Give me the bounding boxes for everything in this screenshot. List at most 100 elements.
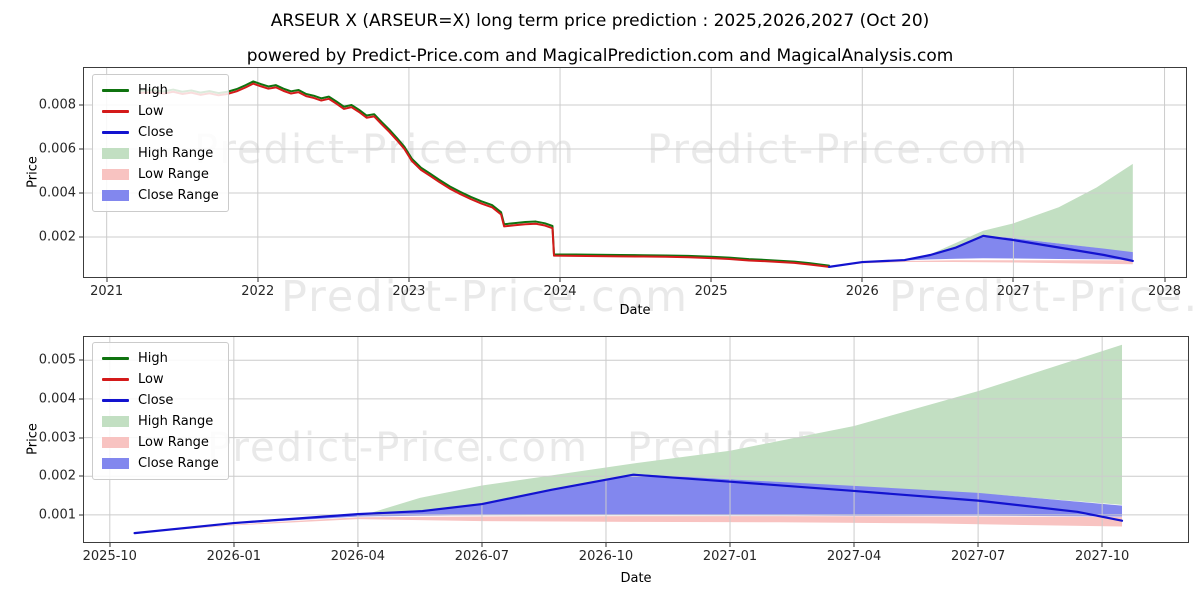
top-plot-area — [84, 68, 1186, 277]
x-tick-mark — [233, 543, 235, 547]
legend-fill-swatch — [102, 458, 129, 469]
y-tick-label: 0.003 — [38, 430, 76, 446]
legend-label: High — [138, 351, 168, 366]
x-tick-mark — [605, 543, 607, 547]
legend-label: Low Range — [138, 435, 209, 450]
x-tick-mark — [861, 278, 863, 282]
x-tick-mark — [1101, 543, 1103, 547]
x-tick-label: 2023 — [392, 284, 426, 299]
x-tick-mark — [1012, 278, 1014, 282]
legend-item-high: High — [102, 80, 219, 101]
y-tick-mark — [79, 104, 83, 106]
x-tick-mark — [977, 543, 979, 547]
close-line — [133, 473, 1124, 535]
legend-label: High Range — [138, 146, 214, 161]
x-tick-label: 2024 — [543, 284, 577, 299]
legend-fill-swatch — [102, 416, 129, 427]
chart-subtitle: powered by Predict-Price.com and Magical… — [246, 46, 954, 66]
legend-label: Low — [138, 372, 164, 387]
legend-item-close-range: Close Range — [102, 453, 219, 474]
legend-label: Close Range — [138, 188, 219, 203]
legend-item-close: Close — [102, 122, 219, 143]
legend-label: Low Range — [138, 167, 209, 182]
y-tick-mark — [79, 475, 83, 477]
legend-item-high-range: High Range — [102, 143, 219, 164]
legend-line-swatch — [102, 89, 129, 92]
chart-title: ARSEUR X (ARSEUR=X) long term price pred… — [270, 11, 930, 31]
legend-label: Close — [138, 393, 174, 408]
x-tick-label: 2027-04 — [826, 549, 882, 564]
close-range-fill — [134, 473, 1123, 534]
y-tick-label: 0.004 — [38, 391, 76, 407]
x-tick-mark — [1164, 278, 1166, 282]
legend-line-swatch — [102, 399, 129, 402]
x-tick-mark — [559, 278, 561, 282]
x-tick-label: 2026-01 — [206, 549, 262, 564]
y-tick-mark — [79, 514, 83, 516]
legend-item-high: High — [102, 348, 219, 369]
y-tick-mark — [79, 359, 83, 361]
legend-line-swatch — [102, 131, 129, 134]
x-tick-label: 2022 — [241, 284, 275, 299]
price-history-chart: High Low Close High Range Low Range Close Ran… — [39, 67, 1187, 299]
legend-fill-swatch — [102, 169, 129, 180]
x-tick-mark — [408, 278, 410, 282]
top-xlabel: Date — [619, 303, 651, 318]
price-prediction-chart: High Low Close High Range Low Range Close Ran… — [39, 336, 1189, 564]
close-range-fill — [829, 235, 1133, 267]
low-range-fill — [829, 260, 1133, 268]
legend-item-low: Low — [102, 101, 219, 122]
x-tick-label: 2027 — [996, 284, 1030, 299]
x-tick-mark — [357, 543, 359, 547]
legend-line-swatch — [102, 378, 129, 381]
high-range-fill — [925, 163, 1133, 258]
legend-label: Low — [138, 104, 164, 119]
y-tick-label: 0.001 — [38, 507, 76, 523]
legend-label: High — [138, 83, 168, 98]
x-tick-mark — [481, 543, 483, 547]
close-line — [827, 234, 1134, 268]
low-range-fill — [134, 516, 1123, 534]
y-tick-mark — [79, 437, 83, 439]
x-tick-label: 2028 — [1147, 284, 1182, 299]
bottom-legend: High Low Close High Range Low Range Close Ran… — [92, 342, 229, 480]
y-tick-mark — [79, 192, 83, 194]
legend-item-high-range: High Range — [102, 411, 219, 432]
x-tick-label: 2027-10 — [1074, 549, 1130, 564]
legend-line-swatch — [102, 357, 129, 360]
x-tick-label: 2025-10 — [82, 549, 137, 564]
x-tick-mark — [710, 278, 712, 282]
legend-fill-swatch — [102, 437, 129, 448]
low-line — [138, 82, 831, 268]
legend-item-low-range: Low Range — [102, 164, 219, 185]
bottom-ylabel: Price — [25, 423, 41, 455]
y-tick-mark — [79, 398, 83, 400]
x-tick-label: 2026-10 — [578, 549, 634, 564]
x-tick-label: 2026 — [845, 284, 879, 299]
x-tick-label: 2027-07 — [950, 549, 1006, 564]
high-range-fill — [367, 344, 1123, 515]
x-tick-label: 2025 — [694, 284, 728, 299]
legend-item-low-range: Low Range — [102, 432, 219, 453]
x-tick-mark — [257, 278, 259, 282]
legend-fill-swatch — [102, 190, 129, 201]
bottom-xlabel: Date — [620, 571, 652, 586]
y-tick-mark — [79, 236, 83, 238]
legend-line-swatch — [102, 110, 129, 113]
y-tick-label: 0.002 — [38, 468, 76, 484]
x-tick-label: 2021 — [90, 284, 124, 299]
x-tick-label: 2027-01 — [702, 549, 758, 564]
x-tick-label: 2026-04 — [330, 549, 386, 564]
x-tick-mark — [106, 278, 108, 282]
legend-item-close: Close — [102, 390, 219, 411]
top-legend: High Low Close High Range Low Range Close Ran… — [92, 74, 229, 212]
legend-label: High Range — [138, 414, 214, 429]
legend-label: Close Range — [138, 456, 219, 471]
y-tick-label: 0.006 — [38, 141, 76, 157]
y-tick-mark — [79, 148, 83, 150]
legend-label: Close — [138, 125, 174, 140]
high-line — [138, 80, 831, 267]
top-ylabel: Price — [25, 156, 41, 188]
y-tick-label: 0.008 — [38, 97, 76, 113]
